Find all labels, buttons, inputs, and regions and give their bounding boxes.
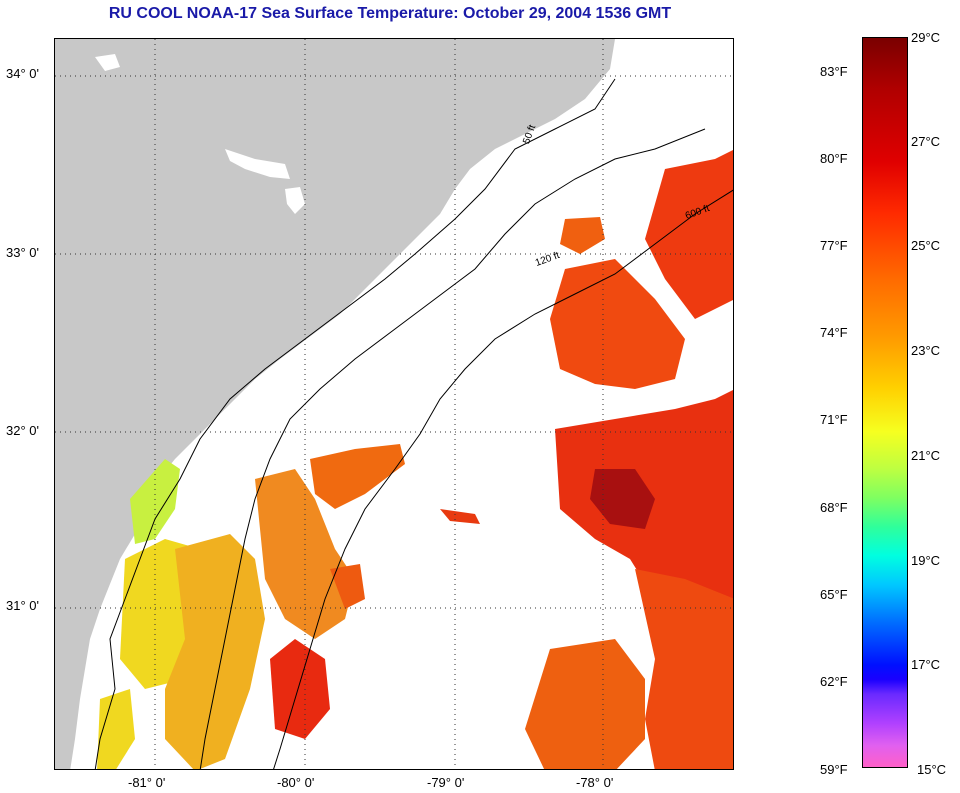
colorbar-label-f: 65°F (820, 587, 848, 602)
sst-patch (310, 444, 405, 509)
sst-patch (97, 689, 135, 769)
lon-label-79: -79° 0' (427, 775, 465, 790)
sst-map: 50 ft 120 ft 600 ft (54, 38, 734, 770)
sst-patch (330, 564, 365, 609)
contour-120ft (199, 128, 706, 769)
colorbar-label-f: 62°F (820, 674, 848, 689)
colorbar-label-f: 77°F (820, 238, 848, 253)
lat-label-34: 34° 0' (6, 66, 39, 81)
lat-label-33: 33° 0' (6, 245, 39, 260)
map-canvas (55, 39, 733, 769)
colorbar-label-c: 23°C (911, 343, 941, 358)
land-area (55, 39, 615, 769)
colorbar-label-f: 83°F (820, 64, 848, 79)
sst-patch (560, 217, 605, 254)
colorbar-label-f: 68°F (820, 500, 848, 515)
inland-lake (285, 187, 305, 214)
sst-patch (270, 639, 330, 739)
sst-patch (550, 259, 685, 389)
colorbar-label-c: 15°C (917, 762, 947, 777)
inland-lake (95, 54, 120, 71)
lat-label-32: 32° 0' (6, 423, 39, 438)
inland-lake (225, 149, 290, 179)
colorbar-label-f: 80°F (820, 151, 848, 166)
colorbar-label-c: 27°C (911, 134, 941, 149)
colorbar-label-c: 29°C (911, 30, 941, 45)
colorbar-label-c: 21°C (911, 448, 941, 463)
grid-lines (55, 39, 733, 769)
temperature-colorbar (862, 37, 908, 768)
sst-patch (635, 569, 733, 769)
sst-patch (645, 150, 733, 319)
colorbar-label-c: 25°C (911, 238, 941, 253)
colorbar-label-f: 71°F (820, 412, 848, 427)
sst-patch (130, 459, 180, 544)
chart-title: RU COOL NOAA-17 Sea Surface Temperature:… (108, 5, 672, 22)
lon-label-81: -81° 0' (128, 775, 166, 790)
colorbar-label-c: 17°C (911, 657, 941, 672)
lon-label-80: -80° 0' (277, 775, 315, 790)
sst-patch (590, 469, 655, 529)
depth-contours (94, 78, 733, 769)
colorbar-label-f: 59°F (820, 762, 848, 777)
contour-50ft (94, 78, 616, 769)
sst-patch (165, 534, 265, 769)
lat-label-31: 31° 0' (6, 598, 39, 613)
sst-patch (525, 639, 645, 769)
contour-600ft (273, 189, 733, 769)
sst-patch (440, 509, 480, 524)
lon-label-78: -78° 0' (576, 775, 614, 790)
colorbar-label-f: 74°F (820, 325, 848, 340)
colorbar-label-c: 19°C (911, 553, 941, 568)
